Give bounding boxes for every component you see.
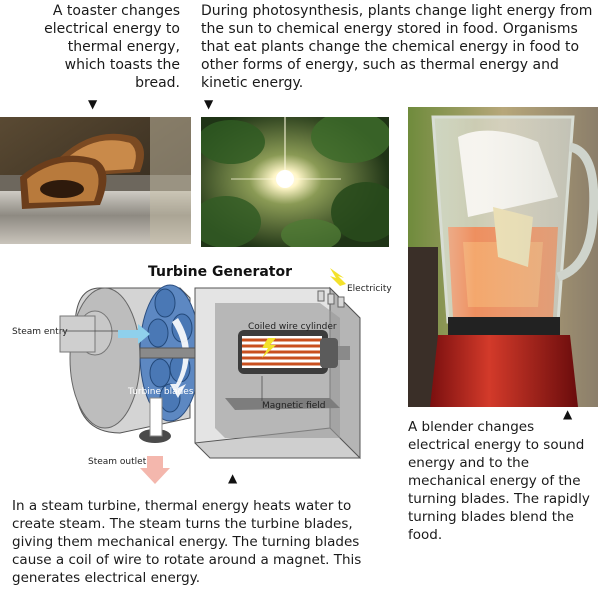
label-turbine-blades: Turbine blades [127, 387, 194, 397]
toaster-photo [0, 117, 191, 244]
photosynthesis-pointer: ▼ [204, 97, 214, 111]
blender-caption: A blender changes electrical energy to s… [408, 419, 590, 543]
photosynthesis-caption: During photosynthesis, plants change lig… [201, 3, 593, 91]
toaster-caption: A toaster changes electrical energy to t… [44, 3, 180, 91]
label-steam-outlet: Steam outlet [88, 457, 147, 467]
sunlight-through-leaves-photo [201, 117, 389, 247]
turbine-pointer: ▲ [228, 471, 238, 485]
toaster-pointer: ▼ [88, 97, 98, 111]
label-electricity: Electricity [347, 284, 392, 294]
label-magnetic-field: Magnetic field [262, 401, 326, 411]
label-coiled-wire-cylinder: Coiled wire cylinder [248, 322, 337, 332]
label-steam-entry: Steam entry [12, 327, 68, 337]
blender-photo [408, 107, 598, 407]
diagram-title: Turbine Generator [148, 264, 292, 280]
blender-pointer: ▲ [563, 407, 573, 421]
turbine-caption: In a steam turbine, thermal energy heats… [12, 498, 362, 586]
turbine-generator-diagram: Turbine Generator [0, 258, 400, 488]
